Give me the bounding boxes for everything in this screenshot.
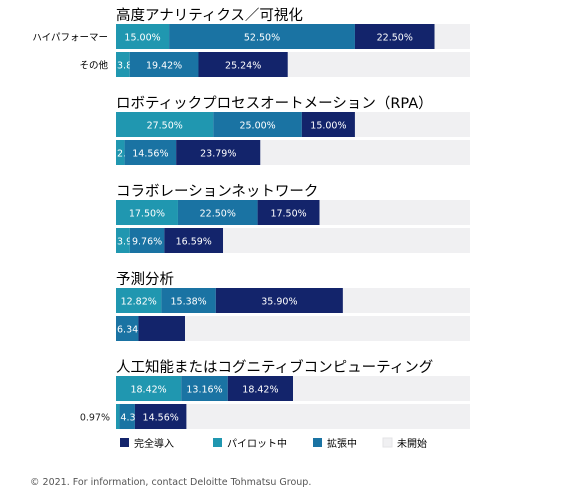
bar-segment <box>116 288 162 313</box>
data-label: 14.56% <box>143 413 179 424</box>
group-title: 予測分析 <box>116 271 174 288</box>
bar-segment <box>161 288 216 313</box>
bar-segment <box>138 316 186 341</box>
bar-segment <box>176 140 261 165</box>
bar-segment <box>116 140 125 165</box>
group-title: ロボティックプロセスオートメーション（RPA） <box>116 95 433 112</box>
bar-segment <box>169 24 355 49</box>
bar-segment <box>223 228 470 253</box>
bar-segment <box>301 112 355 137</box>
bar-segment <box>293 376 470 401</box>
data-label: 25.00% <box>239 121 275 132</box>
group-title: 高度アナリティクス／可視化 <box>116 7 303 24</box>
data-label: 13.16% <box>186 385 222 396</box>
bar-segment <box>124 140 177 165</box>
data-label: 14.56% <box>132 149 168 160</box>
bar-segment <box>116 24 170 49</box>
bar-segment <box>116 112 214 137</box>
chart-group: コラボレーションネットワーク17.50%22.50%17.50%3.90%9.7… <box>116 183 470 253</box>
bar-segment <box>116 52 130 77</box>
data-label: 17.50% <box>129 209 165 220</box>
bar-segment <box>134 404 187 429</box>
data-label: 17.50% <box>270 209 306 220</box>
data-label: 22.50% <box>200 209 236 220</box>
bar-segment <box>319 200 470 225</box>
bar-segment <box>129 52 199 77</box>
data-label: 18.42% <box>242 385 278 396</box>
data-label: 22.50% <box>377 33 413 44</box>
data-label: 18.42% <box>130 385 166 396</box>
data-label: 52.50% <box>244 33 280 44</box>
row-label: ハイパフォーマー <box>32 33 108 44</box>
legend-swatch <box>382 437 393 448</box>
bar-segment <box>257 200 320 225</box>
bar-segment <box>215 288 343 313</box>
bar-segment <box>116 376 182 401</box>
chart-group: 人工知能またはコグニティブコンピューティング 18.42% 13.16% 18.42%… <box>80 358 470 429</box>
legend-label: 未開始 <box>397 437 427 450</box>
data-label: 23.79% <box>200 149 236 160</box>
group-title: コラボレーションネットワーク <box>116 183 318 200</box>
bar-segment <box>181 376 228 401</box>
bar-segment <box>185 316 470 341</box>
data-label: 15.38% <box>170 297 206 308</box>
group-title: 人工知能またはコグニティブコンピューティング <box>116 358 433 376</box>
bar-segment <box>342 288 470 313</box>
bar-segment <box>129 228 165 253</box>
chart-group: ロボティックプロセスオートメーション（RPA） 27.50% 25.00% 15.00… <box>116 95 470 165</box>
bar-segment <box>354 112 470 137</box>
bar-segment <box>227 376 293 401</box>
data-label: 15.00% <box>124 33 160 44</box>
bar-segment <box>177 200 258 225</box>
bar-segment <box>116 316 139 341</box>
legend-label: パイロット中 <box>227 437 287 450</box>
data-label: 15.00% <box>310 121 346 132</box>
bar-segment <box>287 52 470 77</box>
data-label: 19.42% <box>146 61 182 72</box>
bar-segment <box>116 200 178 225</box>
legend: 完全導入 パイロット中 拡張中 未開始 <box>120 437 427 450</box>
bar-segment <box>116 404 120 429</box>
data-label: 35.90% <box>261 297 297 308</box>
bar-segment <box>260 140 470 165</box>
bar-segment <box>213 112 302 137</box>
data-label: 9.76% <box>132 237 162 248</box>
data-label: 27.50% <box>147 121 183 132</box>
row-label: その他 <box>79 60 108 72</box>
legend-swatch <box>213 438 222 447</box>
data-label: 25.24% <box>225 61 261 72</box>
data-label: 16.59% <box>176 237 212 248</box>
data-label: 6.34% <box>117 325 147 336</box>
data-label: 12.82% <box>121 297 157 308</box>
legend-swatch <box>120 438 129 447</box>
bar-segment <box>116 228 130 253</box>
bar-segment <box>186 404 470 429</box>
bar-segment <box>198 52 288 77</box>
legend-swatch <box>313 438 322 447</box>
legend-label: 完全導入 <box>134 437 174 450</box>
bar-segment <box>164 228 224 253</box>
legend-label: 拡張中 <box>327 437 357 450</box>
bar-segment <box>354 24 435 49</box>
copyright-footer: © 2021. For information, contact Deloitt… <box>30 477 311 488</box>
bar-segment <box>434 24 470 49</box>
bar-segment <box>119 404 135 429</box>
data-label: 0.97% <box>80 413 110 424</box>
